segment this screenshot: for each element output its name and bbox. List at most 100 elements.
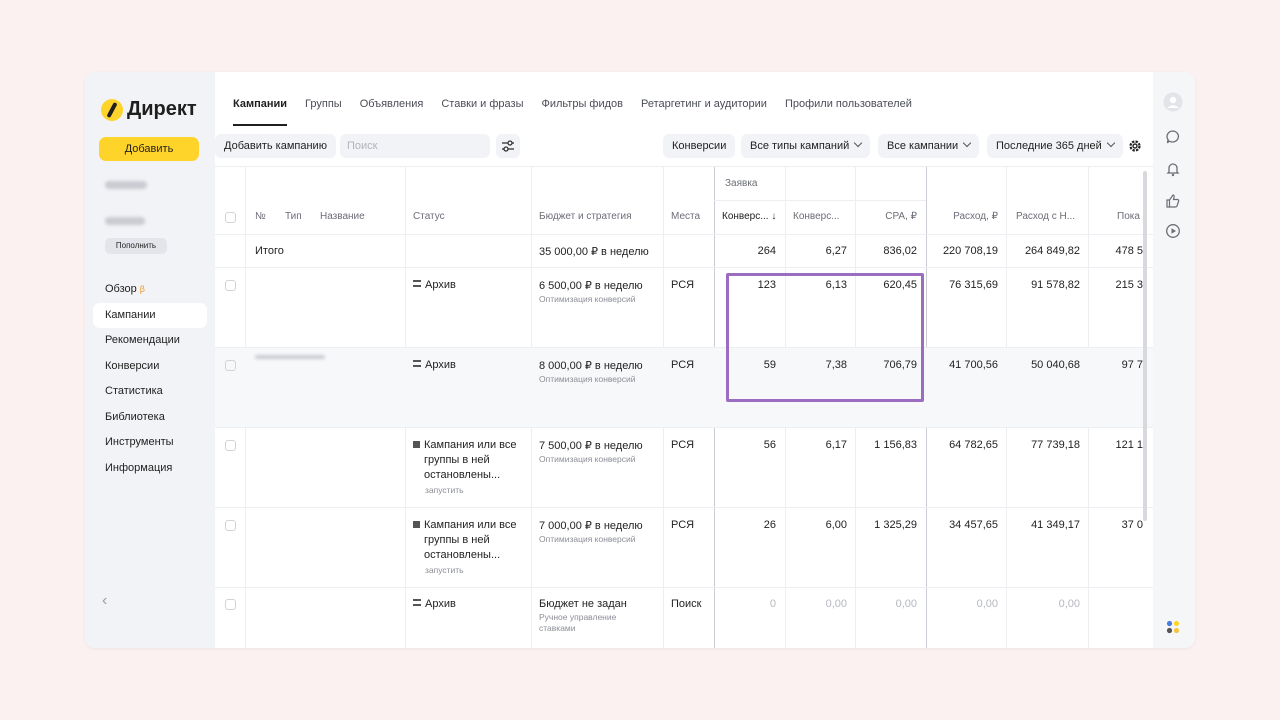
start-link[interactable]: запустить	[425, 565, 464, 575]
status-text: Кампания или все	[424, 439, 517, 451]
group-header-lead: Заявка	[725, 178, 758, 189]
sidebar-item-conversions[interactable]: Конверсии	[93, 354, 207, 380]
row-strategy: Оптимизация конверсий	[539, 534, 636, 544]
select-all-checkbox[interactable]	[225, 212, 236, 223]
sidebar-item-recommendations[interactable]: Рекомендации	[93, 328, 207, 354]
campaign-types-label: Все типы кампаний	[750, 140, 850, 152]
row-spend: 76 315,69	[949, 279, 998, 291]
header-status[interactable]: Статус	[413, 211, 445, 222]
tab-groups[interactable]: Группы	[305, 98, 342, 110]
sidebar-item-statistics[interactable]: Статистика	[93, 379, 207, 405]
search-input[interactable]	[340, 134, 490, 158]
status-text: остановлены...	[424, 549, 501, 561]
row-conversions: 56	[763, 439, 776, 451]
tab-user-profiles[interactable]: Профили пользователей	[784, 98, 912, 110]
blurred-account-name	[105, 181, 147, 189]
row-status: Кампания или все группы в ней остановлен…	[413, 518, 517, 563]
row-strategy: Ручное управление ставками	[539, 612, 616, 634]
thumbs-up-icon[interactable]	[1163, 191, 1183, 211]
header-shows[interactable]: Пока	[1117, 211, 1140, 222]
sidebar-item-tools[interactable]: Инструменты	[93, 430, 207, 456]
collapse-sidebar-icon[interactable]: ‹	[102, 592, 108, 609]
sidebar-item-info[interactable]: Информация	[93, 456, 207, 482]
add-button[interactable]: Добавить	[99, 137, 199, 161]
row-places: Поиск	[671, 598, 702, 610]
sidebar-item-campaigns[interactable]: Кампании	[93, 302, 207, 328]
row-checkbox[interactable]	[225, 599, 236, 610]
blurred-balance	[105, 217, 145, 225]
apps-icon[interactable]	[1163, 617, 1183, 637]
chevron-down-icon	[854, 138, 863, 148]
hovered-row-bg	[215, 348, 1153, 427]
tab-campaigns[interactable]: Кампании	[233, 98, 288, 126]
header-number[interactable]: №	[255, 211, 266, 222]
campaign-types-select[interactable]: Все типы кампаний	[741, 134, 871, 158]
period-select[interactable]: Последние 365 дней	[987, 134, 1123, 158]
sidebar-item-label: Статистика	[105, 385, 163, 397]
row-status: Архив	[413, 359, 456, 371]
header-spend[interactable]: Расход, ₽	[953, 211, 998, 222]
play-icon[interactable]	[1163, 221, 1183, 241]
header-cpa[interactable]: CPA, ₽	[885, 211, 917, 222]
gear-icon[interactable]	[1127, 138, 1143, 154]
highlight-frame	[726, 273, 924, 402]
header-budget[interactable]: Бюджет и стратегия	[539, 211, 632, 222]
conversions-filter[interactable]: Конверсии	[663, 134, 736, 158]
row-spend: 34 457,65	[949, 519, 998, 531]
header-spend-vat[interactable]: Расход с Н...	[1016, 211, 1076, 222]
row-checkbox[interactable]	[225, 280, 236, 291]
archive-icon	[413, 360, 421, 367]
header-type[interactable]: Тип	[285, 211, 302, 222]
row-budget: 6 500,00 ₽ в неделю	[539, 280, 643, 292]
sidebar-item-label: Рекомендации	[105, 334, 180, 346]
tab-bids[interactable]: Ставки и фразы	[441, 98, 524, 110]
chat-icon[interactable]	[1163, 127, 1183, 147]
sidebar-item-label: Библиотека	[105, 410, 165, 423]
header-places[interactable]: Места	[671, 211, 701, 222]
header-name[interactable]: Название	[320, 211, 365, 222]
row-budget: Бюджет не задан	[539, 598, 627, 610]
header-conversions[interactable]: Конверс... ↓	[722, 211, 777, 222]
row-conversions: 26	[763, 519, 776, 531]
row-spend-vat: 50 040,68	[1031, 359, 1080, 371]
period-label: Последние 365 дней	[996, 140, 1102, 152]
row-checkbox[interactable]	[225, 440, 236, 451]
strategy-line: Ручное управление	[539, 612, 617, 622]
tab-ads[interactable]: Объявления	[359, 98, 424, 110]
tab-retargeting[interactable]: Ретаргетинг и аудитории	[641, 98, 767, 110]
archive-icon	[413, 280, 421, 287]
row-strategy: Оптимизация конверсий	[539, 374, 636, 384]
topup-button[interactable]: Пополнить	[105, 238, 167, 254]
app-window: Директ Добавить Пополнить Обзор β Кампани…	[85, 72, 1195, 648]
sidebar-item-overview[interactable]: Обзор β	[93, 277, 207, 303]
start-link[interactable]: запустить	[425, 485, 464, 495]
toolbar: Добавить кампанию Конверсии Все типы кам…	[215, 134, 1153, 162]
header-conversion-rate[interactable]: Конверс...	[793, 211, 840, 222]
row-shows: 37 0	[1121, 519, 1143, 531]
row-shows: 97 7	[1121, 359, 1143, 371]
row-checkbox[interactable]	[225, 360, 236, 371]
table-scrollbar[interactable]	[1143, 171, 1147, 521]
all-campaigns-select[interactable]: Все кампании	[878, 134, 980, 158]
row-checkbox[interactable]	[225, 520, 236, 531]
blurred-campaign-name	[255, 355, 325, 359]
row-conversions: 123	[757, 279, 776, 291]
avatar[interactable]	[1163, 92, 1183, 112]
row-conversions: 0	[769, 598, 776, 610]
stopped-icon	[413, 521, 420, 528]
sidebar-item-library[interactable]: Библиотека	[93, 405, 207, 431]
total-budget: 35 000,00 ₽ в неделю	[539, 246, 649, 258]
strategy-line: ставками	[539, 623, 576, 633]
tab-feed-filters[interactable]: Фильтры фидов	[541, 98, 624, 110]
row-spend: 41 700,56	[949, 359, 998, 371]
logo[interactable]: Директ	[101, 98, 197, 121]
add-campaign-button[interactable]: Добавить кампанию	[215, 134, 336, 158]
row-spend-vat: 41 349,17	[1031, 519, 1080, 531]
row-shows: 121 1	[1115, 439, 1143, 451]
row-conversion-rate: 7,38	[825, 359, 847, 371]
archive-icon	[413, 599, 421, 606]
sidebar-item-label: Конверсии	[105, 359, 160, 372]
filter-settings-button[interactable]	[496, 134, 520, 158]
bell-icon[interactable]	[1163, 159, 1183, 179]
sidebar-item-label: Кампании	[105, 308, 156, 321]
